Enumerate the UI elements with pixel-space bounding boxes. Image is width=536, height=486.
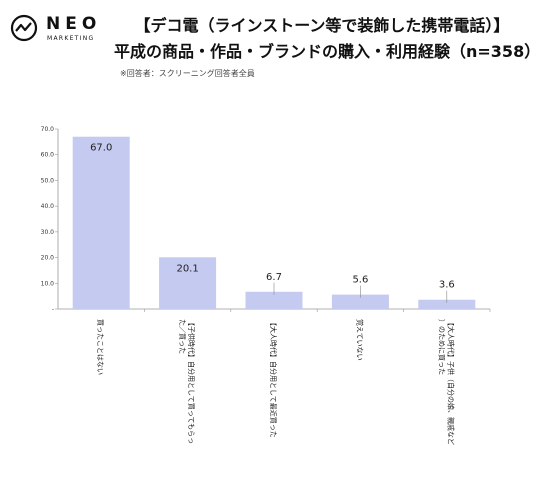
- bar: [159, 257, 217, 309]
- x-category-label-line: 【子供時代】自分用として買ってもらっ: [187, 319, 196, 444]
- bar: [72, 136, 130, 309]
- data-label: 6.7: [266, 272, 282, 283]
- chart-subtitle: 平成の商品・作品・ブランドの購入・利用経験（n=358）: [114, 42, 536, 61]
- x-category-label-line: 覚えていない: [355, 319, 364, 361]
- respondent-note: ※回答者：スクリーニング回答者全員: [120, 69, 255, 78]
- x-category-label-line: 【大人時代】自分用として最近買った: [269, 319, 278, 438]
- bar: [331, 294, 389, 309]
- y-tick-label: 40.0: [41, 203, 55, 210]
- bar: [418, 299, 476, 309]
- y-tick-label: 10.0: [41, 280, 55, 287]
- data-label: 3.6: [439, 280, 455, 291]
- x-category-label-line: 買ったことはない: [96, 319, 104, 375]
- x-category-label-line: ）のために買った: [437, 319, 445, 375]
- data-label: 20.1: [176, 263, 198, 274]
- y-tick-label: 60.0: [41, 152, 55, 159]
- logo-mark-icon: [10, 14, 38, 42]
- brand-sub: MARKETING: [47, 35, 95, 42]
- y-tick-label: -: [52, 306, 54, 313]
- data-label: 5.6: [352, 275, 368, 286]
- data-label: 67.0: [90, 143, 112, 154]
- brand-name: NEO: [46, 14, 102, 34]
- y-tick-label: 50.0: [41, 177, 55, 184]
- brand-logo: NEO MARKETING: [10, 14, 130, 54]
- bar: [245, 291, 303, 309]
- x-category-label-line: た／買った: [178, 319, 186, 354]
- chart-title: 【デコ電（ラインストーン等で装飾した携帯電話）】: [134, 16, 510, 35]
- x-category-label-line: 【大人時代】子供（自分の娘、親戚など: [446, 319, 455, 445]
- y-tick-label: 20.0: [41, 255, 55, 262]
- y-tick-label: 30.0: [41, 229, 55, 236]
- y-tick-label: 70.0: [41, 126, 55, 133]
